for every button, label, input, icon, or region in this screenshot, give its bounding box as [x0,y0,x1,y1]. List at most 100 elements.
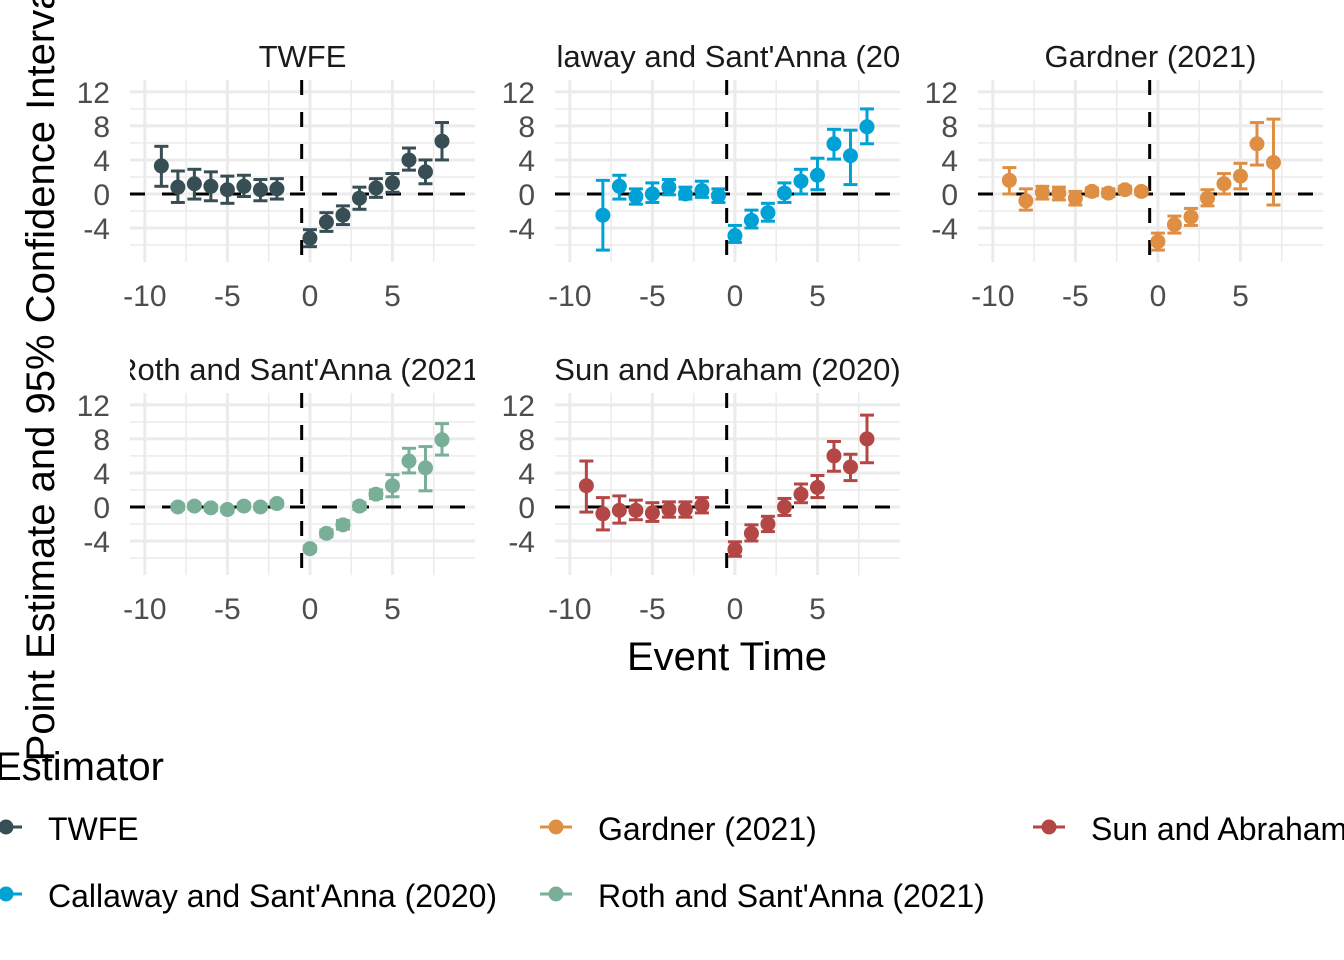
data-point [318,214,334,230]
y-tick-label: 4 [93,145,110,178]
data-point [595,207,611,223]
data-point [809,167,825,183]
data-point [1249,136,1265,152]
x-tick-label: 5 [809,280,826,313]
legend-item: Sun and Abraham (2020) [1033,811,1344,847]
y-tick-label: -4 [83,213,110,246]
data-point [1100,185,1116,201]
x-tick-label: -5 [639,593,666,626]
y-tick-label: -4 [508,526,535,559]
data-point [809,479,825,495]
legend: TWFE Callaway and Sant'Anna (2020) Gardner… [0,811,1344,914]
data-point [335,207,351,223]
data-point [628,189,644,205]
data-point [1166,217,1182,233]
data-point [826,136,842,152]
data-point [236,498,252,514]
data-point [628,502,644,518]
x-tick-label: -10 [123,593,166,626]
legend-key-point [0,819,14,835]
legend-key-point [548,886,564,902]
y-tick-label: 0 [941,179,958,212]
x-tick-label: 5 [1232,280,1249,313]
y-tick-label: 12 [77,390,110,423]
data-point [252,499,268,515]
data-point [1084,183,1100,199]
data-point [186,498,202,514]
data-point [401,152,417,168]
data-point [793,173,809,189]
data-point [1018,193,1034,209]
x-tick-label: 5 [384,280,401,313]
data-point [368,486,384,502]
legend-label: Sun and Abraham (2020) [1091,811,1344,847]
x-axis-title: Event Time [627,635,827,679]
y-tick-label: -4 [508,213,535,246]
y-tick-label: 4 [93,458,110,491]
legend-item: TWFE [0,811,139,847]
data-point [203,178,219,194]
legend-label: Gardner (2021) [598,811,817,847]
y-tick-label: 4 [518,145,535,178]
x-tick-label: -5 [639,280,666,313]
data-point [1183,209,1199,225]
data-point [417,460,433,476]
data-point [1067,190,1083,206]
x-tick-label: 0 [1150,280,1167,313]
data-point [219,502,235,518]
x-tick-label: -10 [548,280,591,313]
data-point [694,497,710,513]
data-point [368,180,384,196]
panel-title: TWFE [259,39,347,74]
data-point [859,119,875,135]
x-tick-label: -10 [123,280,166,313]
data-point [269,496,285,512]
legend-title: Estimator [0,745,164,789]
data-point [826,448,842,464]
x-tick-label: 0 [727,280,744,313]
x-tick-label: 5 [809,593,826,626]
data-point [252,182,268,198]
panel-title: Gardner (2021) [1045,39,1257,74]
x-tick-label: 0 [727,593,744,626]
data-point [1001,172,1017,188]
data-point [595,506,611,522]
y-tick-label: 8 [941,111,958,144]
data-point [743,525,759,541]
data-point [611,502,627,518]
y-tick-label: 0 [518,179,535,212]
data-point [318,525,334,541]
legend-item: Callaway and Sant'Anna (2020) [0,878,497,914]
y-tick-label: 12 [502,390,535,423]
y-tick-label: 0 [518,492,535,525]
y-tick-label: 4 [518,458,535,491]
x-tick-label: -5 [214,593,241,626]
data-point [434,432,450,448]
data-point [170,499,186,515]
data-point [153,158,169,174]
y-tick-label: 8 [93,424,110,457]
y-tick-label: 8 [93,111,110,144]
y-tick-label: 12 [502,77,535,110]
data-point [842,459,858,475]
data-point [661,502,677,518]
data-point [644,186,660,202]
y-tick-label: 12 [77,77,110,110]
legend-key-point [1041,819,1057,835]
data-point [1133,183,1149,199]
legend-label: Callaway and Sant'Anna (2020) [48,878,497,914]
legend-key-point [0,886,14,902]
data-point [661,179,677,195]
y-tick-label: 0 [93,492,110,525]
data-point [644,505,660,521]
panel-title: Roth and Sant'Anna (2021) [115,352,490,387]
data-point [710,188,726,204]
x-tick-label: 0 [302,280,319,313]
data-point [776,499,792,515]
data-point [743,212,759,228]
data-point [842,148,858,164]
